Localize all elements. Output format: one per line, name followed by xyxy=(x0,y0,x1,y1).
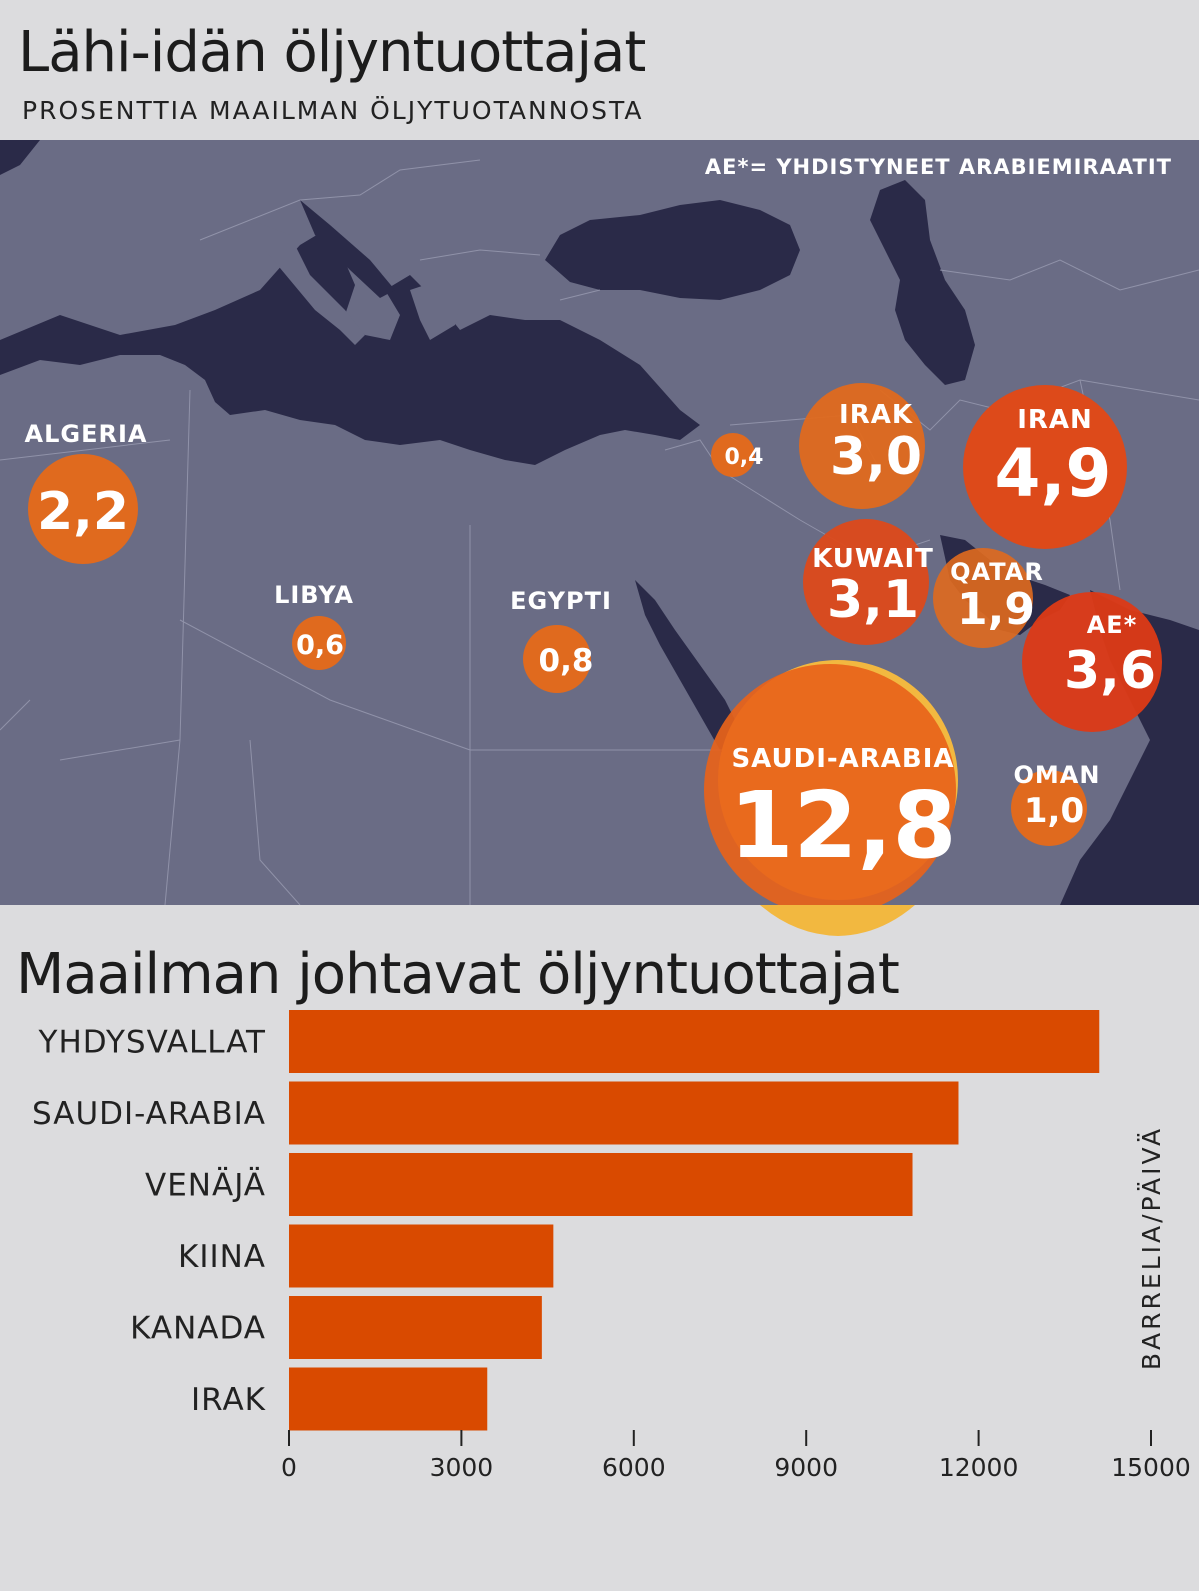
arabian-sea xyxy=(1060,590,1199,905)
category-label-2: VENÄJÄ xyxy=(145,1168,266,1204)
value-libya: 0,6 xyxy=(296,630,344,661)
bubble-uae xyxy=(1022,592,1162,732)
bar-chart: YHDYSVALLAT SAUDI-ARABIA VENÄJÄ KIINA KANADA… xyxy=(32,1010,1191,1482)
x-tick-label-4: 12000 xyxy=(939,1453,1019,1482)
value-saudi-arabia: 12,8 xyxy=(730,772,957,879)
bubble-libya xyxy=(292,616,346,670)
bar-1 xyxy=(289,1081,959,1145)
producer-bubbles xyxy=(28,383,1162,905)
category-label-0: YHDYSVALLAT xyxy=(38,1025,267,1061)
bar-2 xyxy=(289,1153,913,1216)
label-oman: OMAN xyxy=(1014,761,1101,789)
category-label-1: SAUDI-ARABIA xyxy=(32,1096,266,1132)
bubble-syria xyxy=(711,433,755,477)
bubble-saudi-arabia-top xyxy=(704,664,956,905)
caspian-sea xyxy=(870,180,975,385)
label-iran: IRAN xyxy=(1017,405,1093,435)
x-tick-label-2: 6000 xyxy=(602,1453,666,1482)
saudi-bubble-bottom xyxy=(760,905,915,936)
oil-producers-map: AE*= YHDISTYNEET ARABIEMIRAATIT ALGERIA … xyxy=(0,140,1199,905)
x-tick-label-0: 0 xyxy=(281,1453,297,1482)
value-iran: 4,9 xyxy=(995,435,1112,512)
x-axis: 0 3000 6000 9000 12000 15000 xyxy=(281,1430,1191,1482)
bubble-qatar xyxy=(933,548,1033,648)
bar-0 xyxy=(289,1010,1100,1073)
italy-landmass xyxy=(250,220,365,345)
saudi-bubble-overflow xyxy=(760,905,915,936)
category-labels: YHDYSVALLAT SAUDI-ARABIA VENÄJÄ KIINA KANADA… xyxy=(32,1025,267,1419)
bars-group xyxy=(289,1010,1100,1431)
value-iraq: 3,0 xyxy=(830,427,922,487)
category-label-3: KIINA xyxy=(178,1239,266,1275)
value-qatar: 1,9 xyxy=(957,584,1035,635)
label-qatar: QATAR xyxy=(950,558,1044,586)
greece-landmass xyxy=(410,280,460,340)
bubble-egypt xyxy=(523,625,591,693)
bubble-iran xyxy=(963,385,1127,549)
label-saudi-arabia: SAUDI-ARABIA xyxy=(731,744,954,774)
label-iraq: IRAK xyxy=(839,400,913,430)
label-uae: AE* xyxy=(1087,611,1138,639)
page-subtitle: PROSENTTIA MAAILMAN ÖLJYTUOTANNOSTA xyxy=(22,96,644,125)
mediterranean-sea xyxy=(0,230,700,465)
label-kuwait: KUWAIT xyxy=(812,544,934,574)
value-egypt: 0,8 xyxy=(539,643,594,679)
value-syria: 0,4 xyxy=(725,445,764,470)
bubble-kuwait xyxy=(803,519,929,645)
black-sea xyxy=(545,200,800,300)
bubble-oman xyxy=(1011,770,1087,846)
adriatic-sea xyxy=(300,200,395,298)
label-libya: LIBYA xyxy=(274,581,354,609)
atlantic-ocean xyxy=(0,140,40,175)
x-tick-label-5: 15000 xyxy=(1111,1453,1191,1482)
value-oman: 1,0 xyxy=(1024,791,1084,831)
category-label-4: KANADA xyxy=(130,1311,266,1347)
unit-label: BARRELIA/PÄIVÄ xyxy=(1137,1126,1166,1370)
value-algeria: 2,2 xyxy=(37,482,129,542)
label-egypt: EGYPTI xyxy=(510,587,612,615)
map-legend-note: AE*= YHDISTYNEET ARABIEMIRAATIT xyxy=(705,155,1172,179)
bubble-iraq xyxy=(799,383,925,509)
bubble-algeria xyxy=(28,454,138,564)
category-label-5: IRAK xyxy=(191,1382,266,1418)
bar-3 xyxy=(289,1224,554,1288)
bar-4 xyxy=(289,1296,542,1359)
value-kuwait: 3,1 xyxy=(827,570,919,630)
bar-5 xyxy=(289,1367,488,1431)
value-uae: 3,6 xyxy=(1064,641,1156,701)
page-title: Lähi-idän öljyntuottajat xyxy=(18,20,646,85)
bar-chart-title: Maailman johtavat öljyntuottajat xyxy=(16,942,900,1007)
x-tick-label-1: 3000 xyxy=(430,1453,494,1482)
x-tick-label-3: 9000 xyxy=(774,1453,838,1482)
label-algeria: ALGERIA xyxy=(25,420,148,448)
